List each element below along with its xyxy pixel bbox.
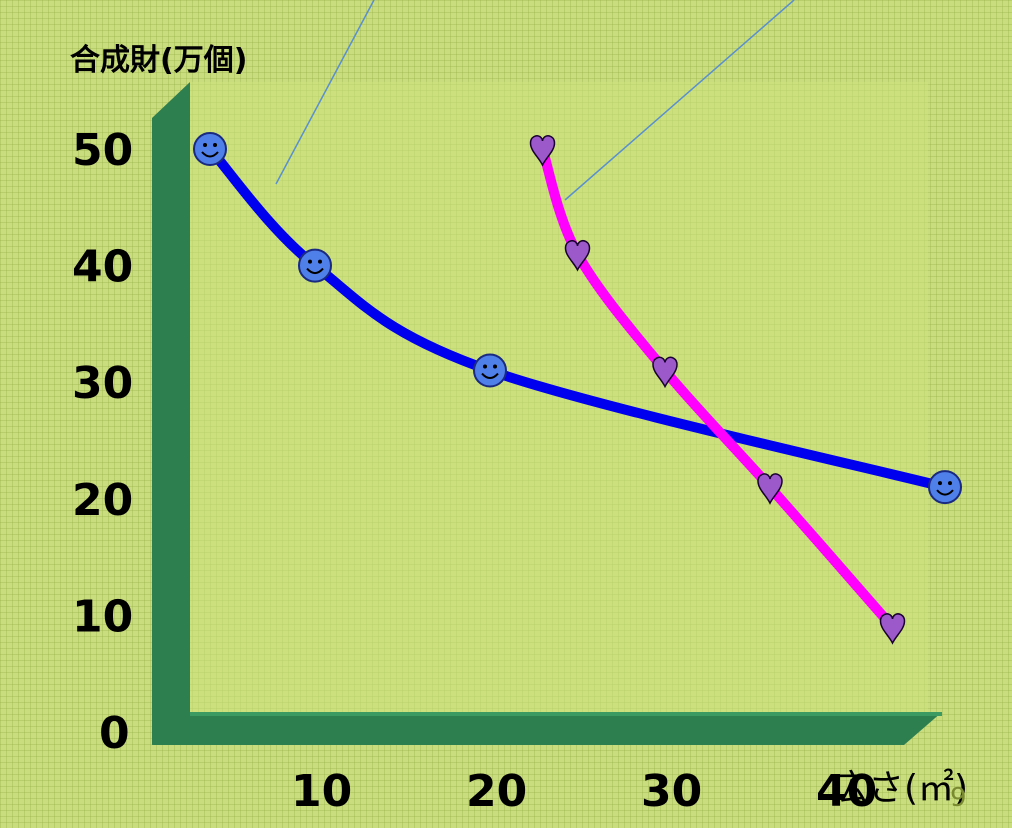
leader-line-1 <box>275 0 375 185</box>
x-tick-label: 40 <box>816 766 877 817</box>
smiley-marker <box>473 353 507 388</box>
heart-marker <box>564 240 591 272</box>
x-tick-label: 20 <box>466 766 527 817</box>
y-tick-label: 30 <box>72 358 133 409</box>
y-ticks: 0 10 20 30 40 50 <box>72 125 133 759</box>
x-tick-label: 10 <box>291 766 352 817</box>
y-tick-label: 20 <box>72 475 133 526</box>
markers <box>193 132 962 645</box>
y-tick-label: 10 <box>72 591 133 642</box>
smiley-marker <box>298 248 332 283</box>
heart-marker <box>529 135 556 167</box>
page-number: 9 <box>950 783 967 813</box>
y-tick-label: 0 <box>99 708 130 759</box>
x-ticks: 10 20 30 40 <box>291 766 877 817</box>
plot-panel <box>188 82 928 718</box>
x-axis-label: 広さ(㎡) <box>832 767 968 809</box>
x-tick-label: 30 <box>641 766 702 817</box>
smiley-marker <box>928 470 962 505</box>
heart-marker <box>879 613 906 645</box>
y-axis-bar <box>152 82 190 745</box>
series-line <box>205 144 950 493</box>
x-axis-bar <box>152 712 942 745</box>
y-tick-label: 40 <box>72 242 133 293</box>
heart-marker <box>652 356 678 389</box>
leader-line-2 <box>564 0 795 201</box>
y-axis-label: 合成財(万個) <box>70 43 247 78</box>
heart-marker <box>757 473 783 505</box>
smiley-marker <box>193 132 227 166</box>
y-tick-label: 50 <box>72 125 133 176</box>
x-axis-shade <box>190 712 942 716</box>
